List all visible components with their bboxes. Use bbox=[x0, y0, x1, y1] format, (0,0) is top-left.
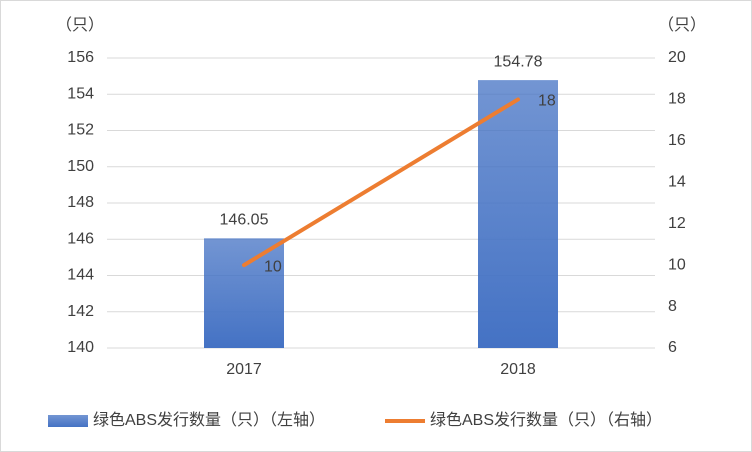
y2-tick-label: 18 bbox=[668, 91, 686, 108]
bar bbox=[204, 238, 284, 348]
x-tick-label: 2018 bbox=[500, 361, 536, 378]
y-tick-label: 146 bbox=[67, 230, 94, 247]
y-tick-label: 154 bbox=[67, 85, 94, 102]
y-tick-label: 142 bbox=[67, 303, 94, 320]
y2-tick-label: 14 bbox=[668, 174, 686, 191]
y-tick-label: 140 bbox=[67, 339, 94, 356]
y2-tick-label: 20 bbox=[668, 49, 686, 66]
y-tick-label: 144 bbox=[67, 267, 94, 284]
y-tick-label: 148 bbox=[67, 194, 94, 211]
y2-tick-label: 10 bbox=[668, 256, 686, 273]
y2-tick-label: 12 bbox=[668, 215, 686, 232]
bar-value-label: 146.05 bbox=[220, 212, 269, 229]
line-value-label: 18 bbox=[538, 93, 556, 110]
bar bbox=[478, 80, 558, 349]
y-tick-label: 156 bbox=[67, 49, 94, 66]
y2-tick-label: 6 bbox=[668, 339, 677, 356]
legend-label: 绿色ABS发行数量（只）（右轴） bbox=[430, 411, 662, 429]
y-tick-label: 150 bbox=[67, 158, 94, 175]
y-tick-label: 152 bbox=[67, 122, 94, 139]
x-tick-label: 2017 bbox=[226, 361, 262, 378]
line-value-label: 10 bbox=[264, 258, 282, 275]
y2-tick-label: 8 bbox=[668, 298, 677, 315]
legend-label: 绿色ABS发行数量（只）（左轴） bbox=[93, 411, 325, 429]
y2-tick-label: 16 bbox=[668, 132, 686, 149]
legend-swatch bbox=[48, 415, 88, 427]
bar-value-label: 154.78 bbox=[494, 53, 543, 70]
y-axis-label: （只） bbox=[56, 16, 104, 34]
y2-axis-label: （只） bbox=[658, 16, 706, 34]
line bbox=[242, 97, 520, 268]
